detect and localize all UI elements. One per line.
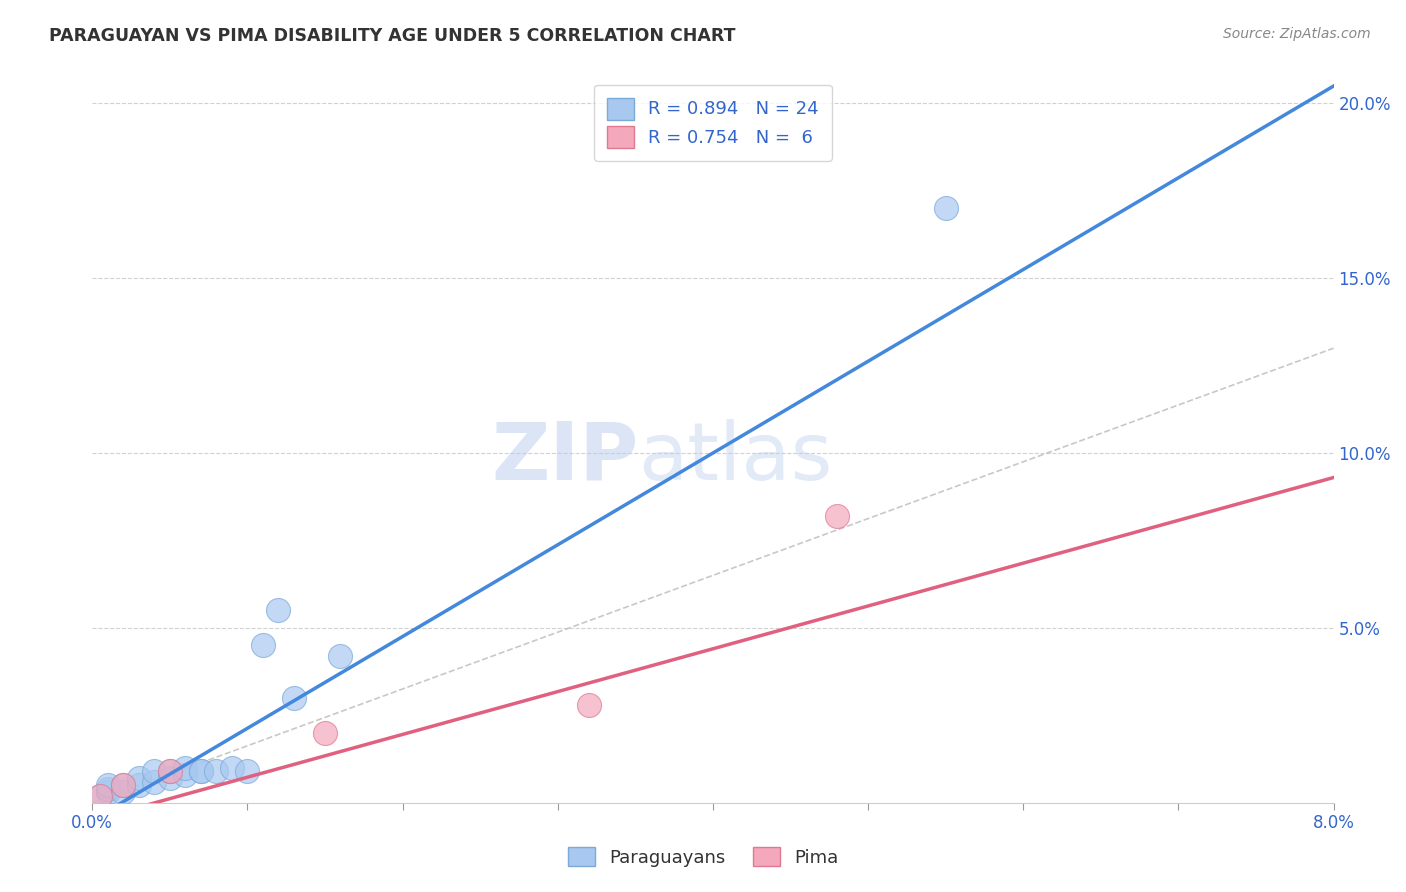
- Point: [89, 789, 111, 803]
- Point: [267, 603, 290, 617]
- Text: Source: ZipAtlas.com: Source: ZipAtlas.com: [1223, 27, 1371, 41]
- Point: [143, 774, 166, 789]
- Text: ZIP: ZIP: [491, 418, 638, 497]
- Point: [236, 764, 259, 779]
- Point: [97, 781, 120, 796]
- Text: PARAGUAYAN VS PIMA DISABILITY AGE UNDER 5 CORRELATION CHART: PARAGUAYAN VS PIMA DISABILITY AGE UNDER …: [49, 27, 735, 45]
- Point: [314, 725, 336, 739]
- Point: [89, 789, 111, 803]
- Legend: Paraguayans, Pima: Paraguayans, Pima: [561, 840, 845, 874]
- Point: [143, 764, 166, 779]
- Point: [159, 771, 181, 785]
- Point: [97, 778, 120, 792]
- Point: [205, 764, 228, 779]
- Point: [221, 761, 243, 775]
- Legend: R = 0.894   N = 24, R = 0.754   N =  6: R = 0.894 N = 24, R = 0.754 N = 6: [595, 85, 831, 161]
- Point: [283, 690, 305, 705]
- Point: [329, 648, 352, 663]
- Point: [159, 764, 181, 779]
- Point: [935, 202, 957, 216]
- Point: [252, 638, 274, 652]
- Point: [174, 761, 197, 775]
- Point: [578, 698, 600, 712]
- Point: [112, 785, 135, 799]
- Point: [112, 778, 135, 792]
- Point: [97, 785, 120, 799]
- Point: [128, 778, 150, 792]
- Point: [174, 767, 197, 781]
- Point: [825, 508, 848, 523]
- Point: [190, 764, 212, 779]
- Text: atlas: atlas: [638, 418, 832, 497]
- Point: [159, 764, 181, 779]
- Point: [190, 764, 212, 779]
- Point: [112, 778, 135, 792]
- Point: [128, 771, 150, 785]
